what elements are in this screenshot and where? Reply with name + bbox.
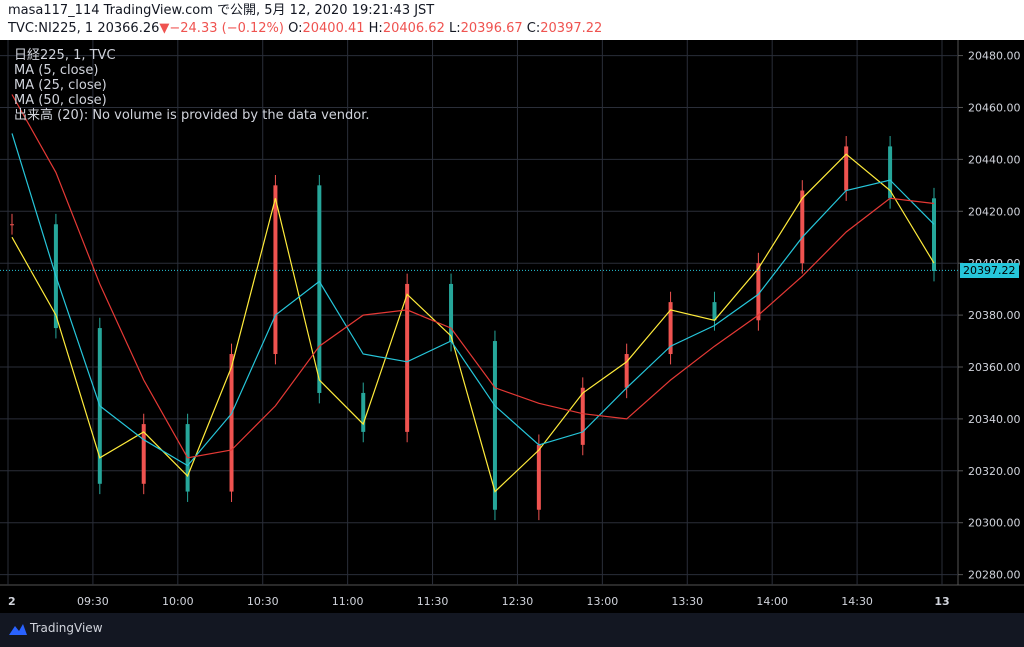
ma-line-25 [11,133,935,467]
candle-body [492,341,497,510]
x-tick-label: 13:00 [587,595,619,608]
down-arrow-icon: ▼ [159,21,170,36]
candle-body [844,146,849,191]
x-tick-label: 2 [8,595,16,608]
x-tick-label: 11:30 [417,595,449,608]
last-price: 20366.26 [97,21,160,36]
chart-background [0,40,1024,613]
tradingview-logo-icon[interactable] [8,622,28,636]
legend-ma25: MA (25, close) [14,78,107,93]
x-tick-label: 12:30 [502,595,534,608]
low-value: 20396.67 [460,21,523,36]
y-tick-label: 20480.00 [968,50,1021,63]
candle-body [449,283,454,342]
open-label: O: [288,21,303,36]
candle-body [756,263,761,321]
open-value: 20400.41 [302,21,365,36]
x-tick-label: 10:30 [247,595,279,608]
high-value: 20406.62 [382,21,445,36]
legend-ma5: MA (5, close) [14,63,99,78]
candle-body [932,198,936,271]
footer-bar: TradingView [0,613,1024,647]
legend-volume: 出来高 (20): No volume is provided by the d… [14,108,370,123]
low-label: L: [448,21,461,36]
chart-legend: 日経225, 1, TVC MA (5, close) MA (25, clos… [14,48,370,123]
ma-line-5 [11,153,935,493]
candle-body [10,224,14,226]
x-tick-label: 09:30 [77,595,109,608]
x-tick-label: 10:00 [162,595,194,608]
candle-body [580,387,585,445]
close-value: 20397.22 [540,21,603,36]
y-tick-label: 20440.00 [968,153,1021,166]
candle-body [141,424,146,484]
x-tick-label: 11:00 [332,595,364,608]
legend-ma50: MA (50, close) [14,93,107,108]
x-tick-label: 13:30 [671,595,703,608]
y-tick-label: 20380.00 [968,309,1021,322]
symbol-label: TVC:NI225, 1 [8,21,94,36]
x-tick-label: 14:30 [841,595,873,608]
candle-body [273,185,278,355]
y-tick-label: 20360.00 [968,361,1021,374]
ohlc-line: TVC:NI225, 1 20366.26▼−24.33 (−0.12%) O:… [8,21,602,37]
price-change: −24.33 (−0.12%) [169,21,284,36]
candle-body [800,190,805,264]
candle-body [405,283,410,432]
y-tick-label: 20280.00 [968,569,1021,582]
x-tick-label: 14:00 [756,595,788,608]
legend-symbol: 日経225, 1, TVC [14,48,116,63]
candle-body [888,146,893,199]
y-tick-label: 20420.00 [968,205,1021,218]
candle-body [536,444,541,510]
price-chart[interactable]: 20280.00 20300.00 20320.00 20340.00 20360.00… [0,40,1024,613]
chart-header: masa117_114 TradingView.com で公開, 5月 12, … [0,0,1024,40]
candle-body [229,354,234,492]
y-tick-label: 20300.00 [968,517,1021,530]
candle-body [712,302,717,321]
candle-body [361,392,366,432]
close-label: C: [526,21,541,36]
current-price-tag: 20397.22 [960,263,1019,279]
y-tick-label: 20460.00 [968,101,1021,114]
tradingview-brand[interactable]: TradingView [30,621,103,635]
x-tick-label: 13 [934,595,949,608]
candle-body [317,185,322,393]
ma-line-50 [11,94,935,459]
publish-line: masa117_114 TradingView.com で公開, 5月 12, … [8,3,435,18]
high-label: H: [368,21,383,36]
y-tick-label: 20320.00 [968,465,1021,478]
candle-body [624,354,629,388]
candle-body [668,302,673,355]
y-tick-label: 20340.00 [968,413,1021,426]
